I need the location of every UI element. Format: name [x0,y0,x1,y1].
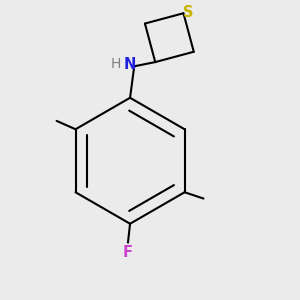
Text: F: F [123,244,133,260]
Text: N: N [124,57,136,72]
Text: S: S [184,5,194,20]
Text: H: H [110,57,121,71]
